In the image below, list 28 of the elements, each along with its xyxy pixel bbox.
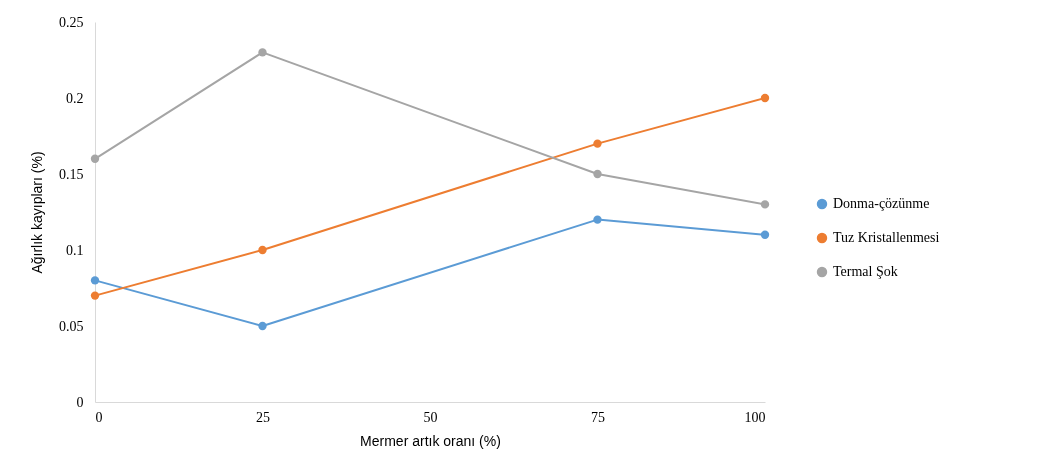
- x-tick-label: 25: [256, 409, 270, 425]
- point: [593, 215, 602, 224]
- point: [258, 245, 267, 255]
- x-tick-label: 0: [95, 409, 103, 425]
- legend-label: Termal Şok: [833, 264, 898, 279]
- point: [258, 48, 267, 57]
- point: [593, 169, 602, 179]
- point: [258, 321, 267, 331]
- y-tick-label: 0.15: [59, 166, 84, 182]
- x-tick-label: 100: [744, 409, 766, 425]
- point: [90, 154, 100, 163]
- y-tick-label: 0: [76, 394, 84, 410]
- x-tick-label: 50: [423, 409, 438, 425]
- point: [593, 139, 602, 148]
- x-axis-title: Mermer artık oranı (%): [360, 432, 501, 449]
- y-tick-label: 0.05: [59, 318, 84, 334]
- legend-label: Donma-çözünme: [833, 196, 930, 211]
- y-axis-title: Ağırlık kayıpları (%): [29, 151, 45, 274]
- point: [760, 200, 770, 209]
- point: [90, 291, 100, 300]
- y-tick-label: 0.1: [66, 242, 84, 258]
- legend-label: Tuz Kristallenmesi: [833, 230, 940, 245]
- y-tick-label: 0.2: [66, 90, 84, 106]
- point: [760, 93, 770, 103]
- y-tick-label: 0.25: [59, 14, 84, 30]
- x-tick-label: 75: [591, 409, 605, 425]
- point: [90, 276, 100, 285]
- point: [760, 230, 770, 239]
